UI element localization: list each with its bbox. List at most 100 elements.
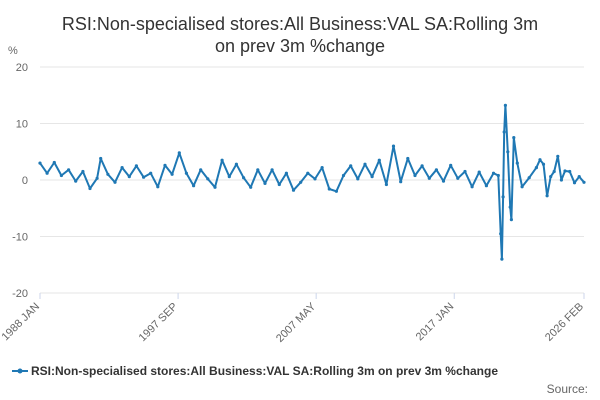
chart-title: RSI:Non-specialised stores:All Business:… (62, 14, 538, 56)
y-tick-label: 0 (22, 175, 28, 187)
y-tick-label: -10 (12, 232, 28, 244)
data-point (568, 169, 572, 174)
chart-title-line-1: RSI:Non-specialised stores:All Business:… (62, 14, 538, 34)
data-point (163, 163, 167, 167)
data-point (95, 176, 99, 180)
data-point (256, 168, 260, 172)
source-label: Source: (547, 382, 588, 396)
data-point (527, 176, 531, 180)
x-tick-label: 2017 JAN (414, 301, 457, 344)
data-point (59, 173, 64, 178)
data-point (299, 180, 303, 184)
data-point (306, 171, 310, 175)
data-point (363, 162, 367, 166)
data-point (500, 257, 504, 261)
data-point (503, 103, 507, 107)
data-point (284, 171, 288, 175)
data-point (52, 160, 56, 165)
y-tick-label: -20 (12, 288, 28, 300)
data-point (242, 176, 246, 180)
y-tick-label: 20 (16, 62, 28, 74)
data-point (512, 136, 516, 140)
data-point (142, 175, 146, 179)
x-tick-label: 2007 MAY (274, 300, 319, 345)
data-point (456, 176, 460, 180)
data-point (349, 164, 353, 168)
data-point (220, 158, 224, 162)
data-point (572, 181, 577, 185)
data-point (556, 154, 560, 158)
x-axis-ticks: 1988 JAN 1997 SEP 2007 MAY 2017 JAN 2026 FEB (0, 293, 586, 345)
data-point (434, 168, 438, 172)
data-point (106, 172, 110, 176)
y-axis-ticks: -20 -10 0 10 20 (12, 62, 28, 300)
data-point (192, 184, 196, 188)
data-point (149, 171, 153, 175)
legend[interactable]: RSI:Non-specialised stores:All Business:… (12, 364, 498, 378)
data-point (341, 173, 346, 178)
data-point (74, 179, 78, 183)
data-point (506, 150, 510, 154)
x-tick-label: 1988 JAN (0, 301, 42, 344)
data-point (199, 168, 203, 172)
data-point (549, 175, 553, 179)
data-point (356, 177, 360, 181)
data-point (67, 168, 71, 172)
data-point (38, 161, 42, 165)
data-point (545, 194, 549, 198)
data-point (120, 166, 124, 170)
data-point (263, 181, 267, 185)
data-point (470, 185, 474, 189)
data-point (391, 144, 396, 148)
data-point (582, 180, 586, 184)
data-point (520, 185, 524, 189)
data-point (559, 178, 564, 182)
data-point (377, 158, 381, 162)
data-point (406, 156, 410, 161)
data-point (515, 161, 519, 165)
data-point (206, 177, 210, 181)
data-point (113, 180, 117, 184)
data-point (249, 185, 253, 189)
data-point (496, 173, 500, 178)
data-point (81, 169, 85, 174)
y-tick-label: 10 (16, 119, 28, 131)
data-point (320, 166, 324, 170)
data-point (156, 185, 160, 189)
data-point (384, 182, 388, 187)
data-point (509, 218, 513, 222)
data-point (99, 156, 103, 161)
chart-title-line-2: on prev 3m %change (215, 36, 385, 56)
data-point (420, 164, 424, 168)
data-point (134, 164, 138, 168)
data-point (234, 162, 238, 166)
x-tick-label: 2026 FEB (543, 301, 586, 344)
data-point (88, 186, 92, 191)
data-point (227, 175, 231, 179)
data-point (334, 189, 338, 193)
gridlines (40, 66, 584, 294)
legend-point-marker (17, 368, 23, 374)
data-point (213, 185, 217, 189)
data-point (502, 130, 506, 134)
data-point (270, 168, 274, 172)
data-point (484, 184, 488, 188)
data-point (541, 162, 546, 166)
data-point (563, 169, 567, 173)
data-point (413, 173, 417, 178)
x-tick-label: 1997 SEP (137, 301, 181, 345)
data-point (441, 179, 446, 183)
series-group (38, 103, 586, 261)
data-point (399, 180, 403, 184)
data-point (552, 169, 556, 174)
data-point (463, 169, 467, 174)
data-point (327, 187, 331, 191)
data-point (277, 182, 281, 187)
y-axis-unit-label: % (8, 45, 18, 57)
data-point (313, 177, 317, 181)
data-point (499, 232, 503, 236)
data-point (577, 175, 581, 179)
data-point (538, 158, 542, 162)
data-point (177, 151, 181, 155)
